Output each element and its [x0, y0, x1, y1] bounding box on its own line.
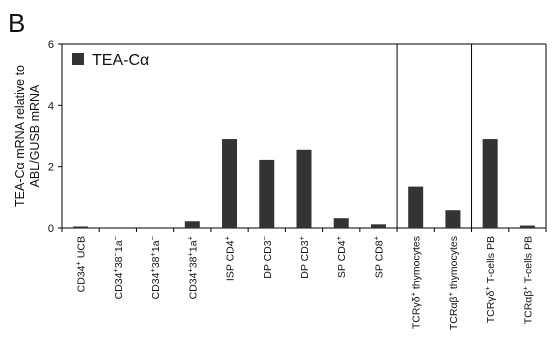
bar-series: [73, 139, 535, 228]
bar: [408, 186, 424, 228]
y-tick-label: 2: [48, 162, 54, 174]
x-tick-label: SP CD4+: [334, 235, 349, 278]
group-separators: [396, 44, 473, 228]
x-tick-label: CD34+ UCB: [73, 236, 88, 292]
legend-label: TEA-Cα: [92, 52, 149, 69]
x-tick-label: SP CD8+: [371, 235, 386, 278]
x-tick-label: TCRαβ+ thymocytes: [445, 236, 460, 330]
bar: [445, 210, 461, 228]
panel-label: B: [8, 8, 25, 38]
y-axis-label: TEA-Cα mRNA relative to ABL/GUSB mRNA: [13, 65, 42, 207]
y-tick-label: 4: [48, 100, 54, 112]
x-tick-label: DP CD3+: [297, 235, 312, 278]
x-tick-label: TCRαβ+ T-cells PB: [520, 236, 535, 324]
x-axis-tick-labels: CD34+ UCB CD34+38−1a− CD34+38+1a− CD34+38+1…: [73, 235, 534, 330]
bar: [519, 225, 535, 228]
y-axis-label-line: TEA-Cα mRNA relative to: [13, 65, 27, 207]
y-axis: 0 2 4 6: [48, 39, 547, 235]
bar: [296, 149, 312, 228]
x-tick-label: TCRγδ+ thymocytes: [408, 236, 423, 329]
x-tick-label: CD34+38+1a−: [148, 235, 163, 299]
legend-swatch: [72, 53, 84, 65]
x-tick-label: CD34+38−1a−: [110, 235, 125, 299]
y-tick-label: 6: [48, 39, 54, 51]
x-tick-label: TCRγδ+ T-cells PB: [483, 236, 498, 323]
bar: [184, 221, 200, 228]
bar: [73, 226, 89, 228]
legend: TEA-Cα: [72, 52, 149, 69]
bar: [482, 139, 498, 228]
x-tick-label: CD34+38+1a+: [185, 235, 200, 299]
bar: [333, 218, 349, 228]
y-tick-label: 0: [48, 223, 54, 235]
y-axis-label-line: ABL/GUSB mRNA: [28, 84, 42, 187]
bar: [222, 139, 238, 228]
bar: [370, 224, 386, 228]
x-tick-label: DP CD3−: [259, 235, 274, 278]
bar: [259, 159, 275, 228]
x-tick-label: ISP CD4+: [222, 235, 237, 281]
